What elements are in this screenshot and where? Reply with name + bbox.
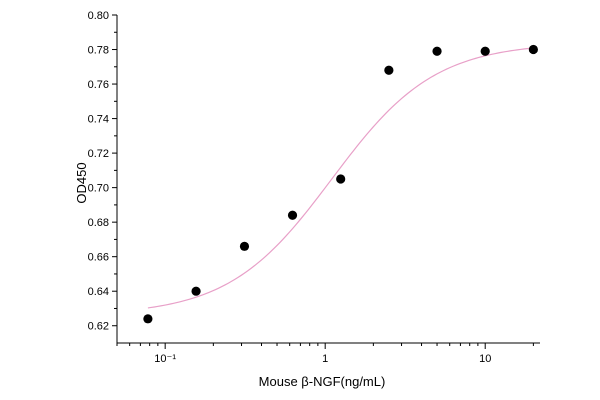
data-points [143, 44, 538, 324]
x-tick-label: 10⁻¹ [154, 353, 176, 365]
data-point [480, 46, 490, 56]
y-tick-label: 0.66 [88, 252, 109, 264]
x-axis-title: Mouse β-NGF(ng/mL) [259, 374, 386, 389]
y-tick-label: 0.70 [88, 183, 109, 195]
data-point [191, 286, 201, 296]
data-point [287, 210, 298, 220]
y-tick-label: 0.64 [88, 286, 109, 298]
fit-curve [147, 47, 534, 309]
y-tick-label: 0.76 [88, 79, 109, 91]
data-point [336, 174, 346, 184]
y-tick-label: 0.74 [88, 114, 109, 126]
y-tick-label: 0.80 [88, 10, 109, 22]
data-point [239, 241, 250, 251]
data-point [432, 46, 442, 56]
y-tick-label: 0.62 [88, 321, 109, 333]
x-axis: 10⁻¹ 1 10 [116, 342, 540, 365]
y-axis: 0.62 0.64 0.66 0.68 0.70 0.72 0.74 0.76 0.78 0.80 [88, 10, 118, 343]
x-tick-label: 1 [322, 353, 328, 365]
data-point [143, 314, 153, 324]
data-point [384, 65, 394, 75]
y-tick-label: 0.78 [88, 45, 109, 57]
y-axis-title: OD450 [74, 162, 89, 203]
y-tick-label: 0.68 [88, 217, 109, 229]
x-tick-label: 10 [479, 353, 491, 365]
y-tick-label: 0.72 [88, 148, 109, 160]
data-point [528, 44, 538, 55]
